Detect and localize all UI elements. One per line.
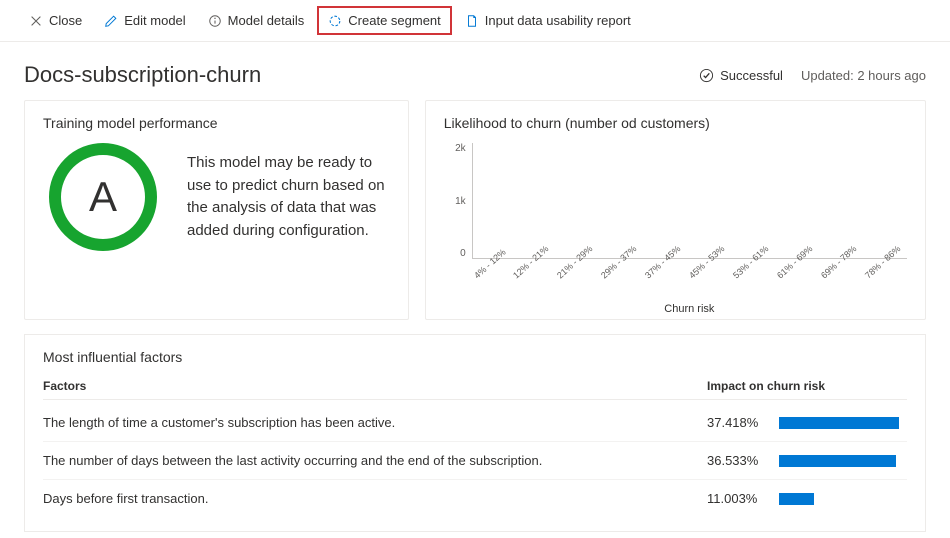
- edit-model-label: Edit model: [124, 13, 185, 28]
- create-segment-label: Create segment: [348, 13, 441, 28]
- factors-header: Factors Impact on churn risk: [43, 379, 907, 400]
- status-text: Successful: [720, 68, 783, 83]
- factors-title: Most influential factors: [43, 349, 907, 365]
- impact-bar-track: [779, 417, 907, 429]
- factors-card: Most influential factors Factors Impact …: [24, 334, 926, 532]
- impact-value: 36.533%: [707, 453, 767, 468]
- checkmark-circle-icon: [699, 68, 714, 83]
- churn-chart-card: Likelihood to churn (number od customers…: [425, 100, 926, 320]
- chart-y-ticks: 2k 1k 0: [444, 143, 470, 259]
- performance-title: Training model performance: [43, 115, 390, 131]
- impact-cell: 11.003%: [707, 491, 907, 506]
- toolbar: Close Edit model Model details Create se…: [0, 0, 950, 42]
- segment-icon: [328, 14, 342, 28]
- chart-x-axis-title: Churn risk: [472, 303, 907, 315]
- chart-x-labels: 4% - 12%12% - 21%21% - 29%29% - 37%37% -…: [472, 261, 907, 299]
- col-impact-header: Impact on churn risk: [707, 379, 907, 393]
- close-button[interactable]: Close: [20, 8, 91, 33]
- chart-plot: [472, 143, 907, 259]
- close-icon: [29, 14, 43, 28]
- edit-model-button[interactable]: Edit model: [95, 8, 194, 33]
- performance-card: Training model performance A This model …: [24, 100, 409, 320]
- impact-value: 37.418%: [707, 415, 767, 430]
- factor-row: The length of time a customer's subscrip…: [43, 404, 907, 442]
- create-segment-button[interactable]: Create segment: [317, 6, 452, 35]
- chart-title: Likelihood to churn (number od customers…: [444, 115, 907, 131]
- page-title: Docs-subscription-churn: [24, 62, 261, 88]
- grade-ring: A: [49, 143, 157, 251]
- grade-letter: A: [89, 173, 117, 221]
- input-report-button[interactable]: Input data usability report: [456, 8, 640, 33]
- input-report-label: Input data usability report: [485, 13, 631, 28]
- performance-description: This model may be ready to use to predic…: [187, 152, 390, 242]
- factor-row: The number of days between the last acti…: [43, 442, 907, 480]
- pencil-icon: [104, 14, 118, 28]
- impact-bar: [779, 455, 896, 467]
- status-area: Successful Updated: 2 hours ago: [699, 68, 926, 83]
- factor-row: Days before first transaction.11.003%: [43, 480, 907, 517]
- model-details-label: Model details: [228, 13, 305, 28]
- factor-rows: The length of time a customer's subscrip…: [43, 404, 907, 517]
- factor-text: The number of days between the last acti…: [43, 453, 707, 468]
- info-icon: [208, 14, 222, 28]
- updated-text: Updated: 2 hours ago: [801, 68, 926, 83]
- page-header: Docs-subscription-churn Successful Updat…: [0, 42, 950, 100]
- impact-bar: [779, 493, 814, 505]
- impact-cell: 36.533%: [707, 453, 907, 468]
- model-details-button[interactable]: Model details: [199, 8, 314, 33]
- factor-text: Days before first transaction.: [43, 491, 707, 506]
- impact-bar: [779, 417, 899, 429]
- col-factor-header: Factors: [43, 379, 707, 393]
- factor-text: The length of time a customer's subscrip…: [43, 415, 707, 430]
- impact-cell: 37.418%: [707, 415, 907, 430]
- impact-bar-track: [779, 455, 907, 467]
- document-icon: [465, 14, 479, 28]
- impact-value: 11.003%: [707, 491, 767, 506]
- close-label: Close: [49, 13, 82, 28]
- impact-bar-track: [779, 493, 907, 505]
